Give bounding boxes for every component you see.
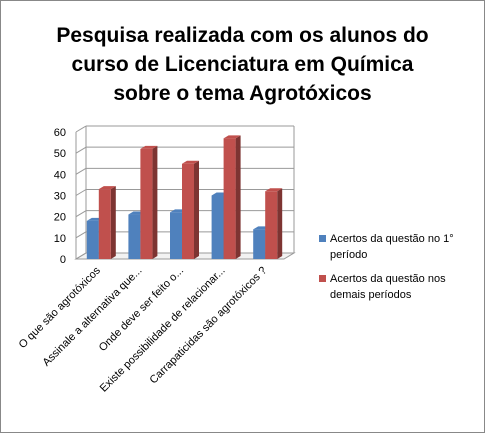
bar (211, 195, 224, 259)
grid-side (75, 167, 87, 175)
y-tick-label: 30 (54, 191, 66, 203)
legend-label: Acertos da questão no 1° período (330, 233, 454, 261)
legend-key (319, 235, 326, 242)
bar (170, 212, 182, 259)
bar (128, 214, 141, 259)
bar-top (98, 186, 116, 190)
grid-side (75, 146, 87, 154)
bar-top (223, 135, 241, 139)
bar-top (182, 160, 199, 164)
bar-side (235, 135, 241, 259)
legend-label: Acertos da questão nos demais períodos (330, 273, 446, 301)
y-tick-label: 60 (54, 127, 66, 139)
bar (86, 220, 99, 259)
y-tick-label: 20 (54, 212, 66, 224)
bar-side (277, 188, 283, 259)
bar (223, 138, 236, 259)
grid-side (75, 189, 87, 196)
chart-title: Pesquisa realizada com os alunos do curs… (56, 24, 429, 105)
bar-top (140, 145, 158, 149)
legend-item: Acertos da questão no 1° período (319, 231, 469, 263)
bar (182, 163, 194, 259)
bar (140, 148, 153, 259)
legend-item: Acertos da questão nos demais períodos (319, 271, 469, 303)
x-tick-label: Onde deve ser feito o... (97, 265, 186, 354)
grid-side (75, 125, 87, 133)
grid-side (75, 210, 87, 218)
y-tick-label: 40 (54, 169, 66, 181)
legend-key (319, 275, 326, 282)
bar-top (265, 188, 283, 192)
bar (98, 189, 111, 259)
bar-side (194, 160, 199, 259)
bar (265, 191, 278, 259)
grid-side (75, 252, 87, 260)
bar (253, 229, 266, 259)
y-tick-label: 50 (54, 148, 66, 160)
grid-side (75, 231, 87, 239)
bar-side (110, 186, 116, 259)
x-tick-label: O que são agrotóxicos (17, 264, 104, 351)
y-tick-label: 10 (54, 233, 66, 245)
bar-side (152, 145, 158, 259)
y-tick-label: 0 (60, 254, 66, 266)
